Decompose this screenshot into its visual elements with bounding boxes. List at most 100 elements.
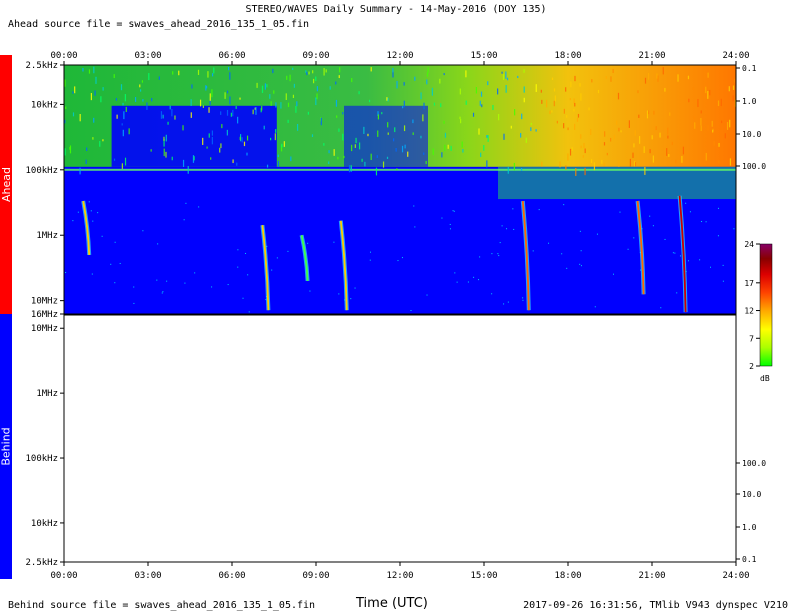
speckle — [733, 78, 736, 83]
speckle — [583, 143, 585, 149]
speckle — [163, 138, 165, 147]
hf-dot — [676, 292, 678, 294]
speckle — [92, 137, 94, 140]
speckle — [580, 134, 582, 139]
speckle — [459, 116, 461, 120]
hf-dot — [456, 281, 458, 283]
y-tick-label-ahead: 1MHz — [36, 231, 58, 241]
hf-dot — [237, 249, 239, 251]
speckle — [732, 95, 734, 102]
speckle — [480, 91, 483, 97]
speckle — [174, 115, 176, 120]
speckle — [584, 148, 586, 154]
colorbar-tick-label: 12 — [744, 307, 754, 316]
speckle — [444, 132, 447, 138]
speckle — [337, 156, 339, 160]
hf-dot — [596, 233, 598, 235]
type3-burst — [521, 200, 530, 311]
speckle — [163, 136, 165, 141]
hf-dot — [198, 206, 200, 208]
hf-dot — [354, 287, 356, 289]
speckle — [151, 97, 153, 102]
speckle — [503, 133, 505, 140]
speckle — [465, 100, 467, 105]
speckle — [573, 98, 575, 104]
speckle — [613, 134, 615, 140]
y-tick-label-right-behind: 0.1 — [742, 555, 757, 564]
speckle — [335, 99, 338, 107]
speckle — [396, 168, 398, 171]
hf-dot — [649, 215, 651, 217]
speckle — [523, 86, 525, 93]
hf-dot — [237, 266, 239, 268]
hf-dot — [467, 281, 469, 283]
y-tick-label-behind: 10MHz — [31, 324, 58, 334]
hf-dot — [401, 257, 403, 259]
speckle — [266, 164, 269, 168]
speckle — [403, 100, 405, 108]
speckle — [521, 113, 523, 120]
speckle — [139, 84, 141, 88]
speckle — [677, 74, 679, 82]
hf-dot — [114, 241, 116, 243]
hf-dot — [119, 262, 121, 264]
speckle — [460, 119, 462, 124]
speckle — [323, 68, 325, 76]
speckle — [603, 142, 606, 146]
speckle — [93, 117, 95, 123]
hf-dot — [709, 266, 711, 268]
speckle — [208, 133, 210, 138]
speckle — [335, 81, 337, 85]
speckle — [256, 82, 258, 88]
speckle — [591, 79, 593, 83]
y-tick-label-behind: 10kHz — [31, 519, 58, 529]
speckle — [292, 67, 294, 71]
speckle — [178, 70, 180, 76]
speckle — [323, 143, 325, 146]
hf-dot — [722, 280, 724, 282]
speckle — [367, 133, 369, 137]
speckle — [165, 134, 167, 142]
axes: 00:00 00:00 03:00 03:00 06:00 06:00 09:00 09:00… — [25, 51, 766, 581]
speckle — [158, 76, 160, 80]
speckle — [501, 71, 503, 74]
y-tick-label-ahead: 2.5kHz — [25, 61, 58, 71]
speckle — [597, 89, 600, 94]
hf-dot — [184, 282, 186, 284]
speckle — [172, 71, 174, 75]
speckle — [211, 130, 214, 136]
speckle — [450, 145, 452, 151]
hf-dot — [156, 279, 158, 281]
speckle — [478, 128, 480, 135]
speckle — [123, 111, 125, 120]
speckle — [146, 102, 148, 110]
colorbar-tick-label: 7 — [749, 334, 754, 343]
speckle — [163, 148, 165, 157]
speckle — [93, 66, 95, 74]
hf-dot — [183, 219, 185, 221]
speckle — [65, 106, 67, 110]
speckle — [199, 99, 202, 107]
speckle — [281, 143, 283, 148]
speckle — [122, 102, 124, 106]
hf-dot — [91, 273, 93, 275]
speckle — [425, 160, 427, 165]
x-tick-label-top: 09:00 — [302, 51, 329, 61]
y-tick-label-behind: 1MHz — [36, 389, 58, 399]
speckle — [675, 159, 677, 164]
hf-dot — [247, 274, 249, 276]
speckle — [530, 122, 532, 126]
speckle — [513, 162, 515, 171]
speckle — [193, 156, 195, 161]
speckle — [328, 150, 330, 154]
speckle — [601, 159, 603, 164]
hf-dot — [688, 260, 690, 262]
hf-dot — [491, 293, 493, 295]
interference-line — [64, 168, 736, 171]
speckle — [219, 147, 221, 153]
hf-dot — [307, 242, 309, 244]
colorbar-ticks: 24 17 12 7 2 — [744, 240, 760, 371]
ahead-low-frequency-band — [64, 65, 736, 200]
hf-dot — [245, 252, 247, 254]
hf-dot — [410, 309, 412, 311]
